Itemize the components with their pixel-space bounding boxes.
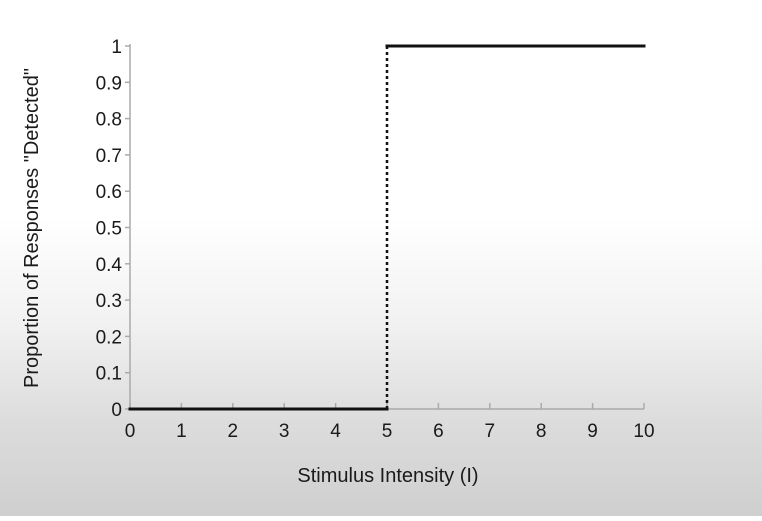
x-tick-label: 6 [433,421,444,442]
x-tick-label: 9 [587,421,598,442]
y-tick-label: 0.8 [96,110,122,131]
x-tick-label: 10 [633,421,654,442]
y-tick-label: 0.1 [96,364,122,385]
tick-labels: 00.10.20.30.40.50.60.70.80.910 1 2 3 4 5 6 7 8 9 1… [96,37,655,442]
x-tick-label: 7 [485,421,496,442]
x-tick-label: 5 [382,421,393,442]
data-series [130,46,644,409]
y-tick-label: 0.4 [96,255,123,276]
x-tick-label: 3 [279,421,290,442]
x-tick-label: 0 [125,421,136,442]
y-tick-label: 0.3 [96,291,122,312]
y-tick-label: 0.6 [96,182,122,203]
y-tick-label: 0.2 [96,327,122,348]
x-axis-label: Stimulus Intensity (I) [297,465,478,487]
y-tick-label: 0.9 [96,73,122,94]
x-tick-label: 2 [228,421,239,442]
y-tick-label: 1 [111,37,122,58]
x-tick-label: 8 [536,421,547,442]
y-tick-label: 0.5 [96,219,122,240]
y-tick-label: 0 [111,400,122,421]
x-tick-label: 4 [330,421,341,442]
y-tick-label: 0.7 [96,146,122,167]
x-tick-label: 1 [176,421,187,442]
axes [125,44,644,409]
y-axis-label: Proportion of Responses "Detected" [21,68,43,388]
